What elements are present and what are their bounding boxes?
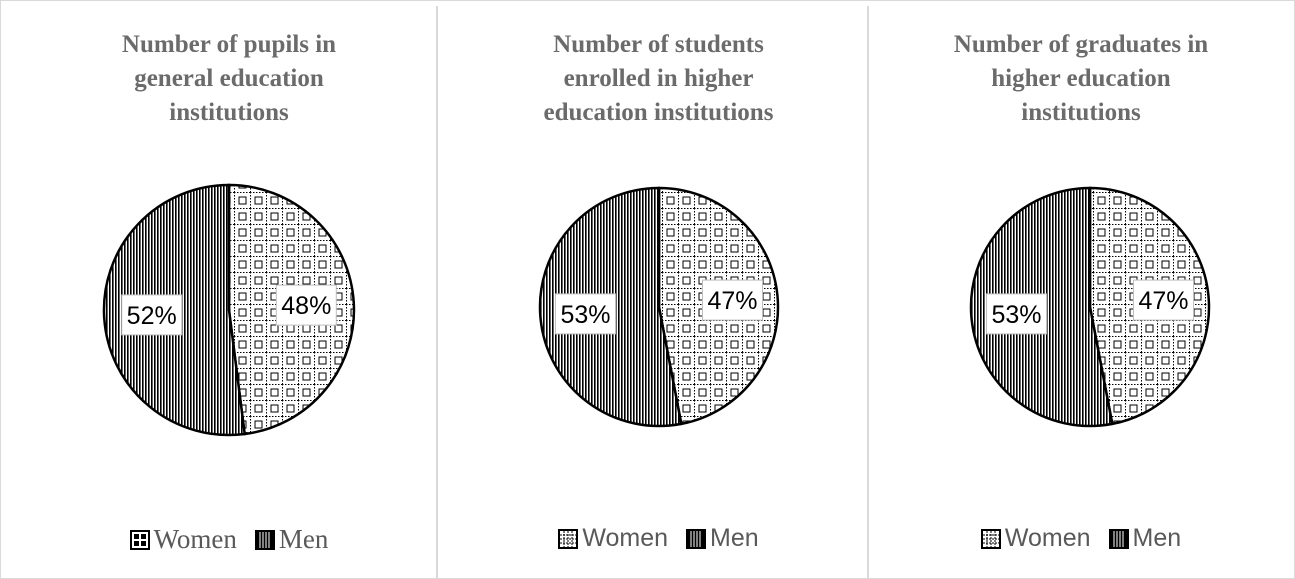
chart-legend: Women Men <box>10 524 448 555</box>
legend-label-men: Men <box>710 524 759 552</box>
chart-title: Number of pupils in general education in… <box>121 31 337 126</box>
chart-panel-students: Number of students enrolled in higher ed… <box>438 0 879 579</box>
panel-divider-2 <box>867 6 869 579</box>
data-label-men: 53% <box>986 293 1047 335</box>
panel-divider-1 <box>436 6 438 579</box>
chart-title: Number of graduates in higher education … <box>953 31 1209 126</box>
legend-item-women: Women <box>980 524 1091 553</box>
data-label-women: 47% <box>1133 279 1194 321</box>
svg-text:53%: 53% <box>991 301 1041 329</box>
legend-item-women: Women <box>129 524 237 555</box>
legend-swatch-men <box>1108 528 1129 549</box>
legend-item-women: Women <box>558 524 668 553</box>
legend-label-men: Men <box>1132 524 1182 552</box>
legend-swatch-men <box>254 529 275 550</box>
chart-legend: Women Men <box>869 524 1293 553</box>
data-label-women: 48% <box>275 284 337 326</box>
legend-swatch-women <box>558 528 579 549</box>
data-label-men: 53% <box>555 293 616 335</box>
chart-title: Number of students enrolled in higher ed… <box>543 31 774 126</box>
svg-text:53%: 53% <box>560 301 610 329</box>
data-label-men: 52% <box>121 294 183 336</box>
pie-chart: 47% 53% <box>969 186 1211 428</box>
legend-swatch-women <box>980 528 1001 549</box>
svg-text:47%: 47% <box>1138 287 1188 315</box>
legend-label-women: Women <box>582 524 669 552</box>
legend-label-women: Women <box>1004 524 1091 552</box>
legend-item-men: Men <box>686 524 759 553</box>
data-label-women: 47% <box>702 279 763 321</box>
legend-item-men: Men <box>254 524 329 555</box>
chart-panel-pupils: Number of pupils in general education in… <box>10 0 448 579</box>
svg-text:52%: 52% <box>127 302 177 330</box>
chart-panel-graduates: Number of graduates in higher education … <box>869 0 1293 579</box>
chart-legend: Women Men <box>438 524 879 553</box>
legend-swatch-women <box>129 529 150 550</box>
legend-swatch-men <box>686 528 707 549</box>
svg-text:47%: 47% <box>707 287 757 315</box>
pie-chart: 48% 52% <box>102 183 356 437</box>
svg-text:48%: 48% <box>281 292 331 320</box>
pie-chart: 47% 53% <box>538 186 780 428</box>
legend-label-men: Men <box>278 524 329 554</box>
legend-item-men: Men <box>1108 524 1182 553</box>
legend-label-women: Women <box>153 524 237 554</box>
